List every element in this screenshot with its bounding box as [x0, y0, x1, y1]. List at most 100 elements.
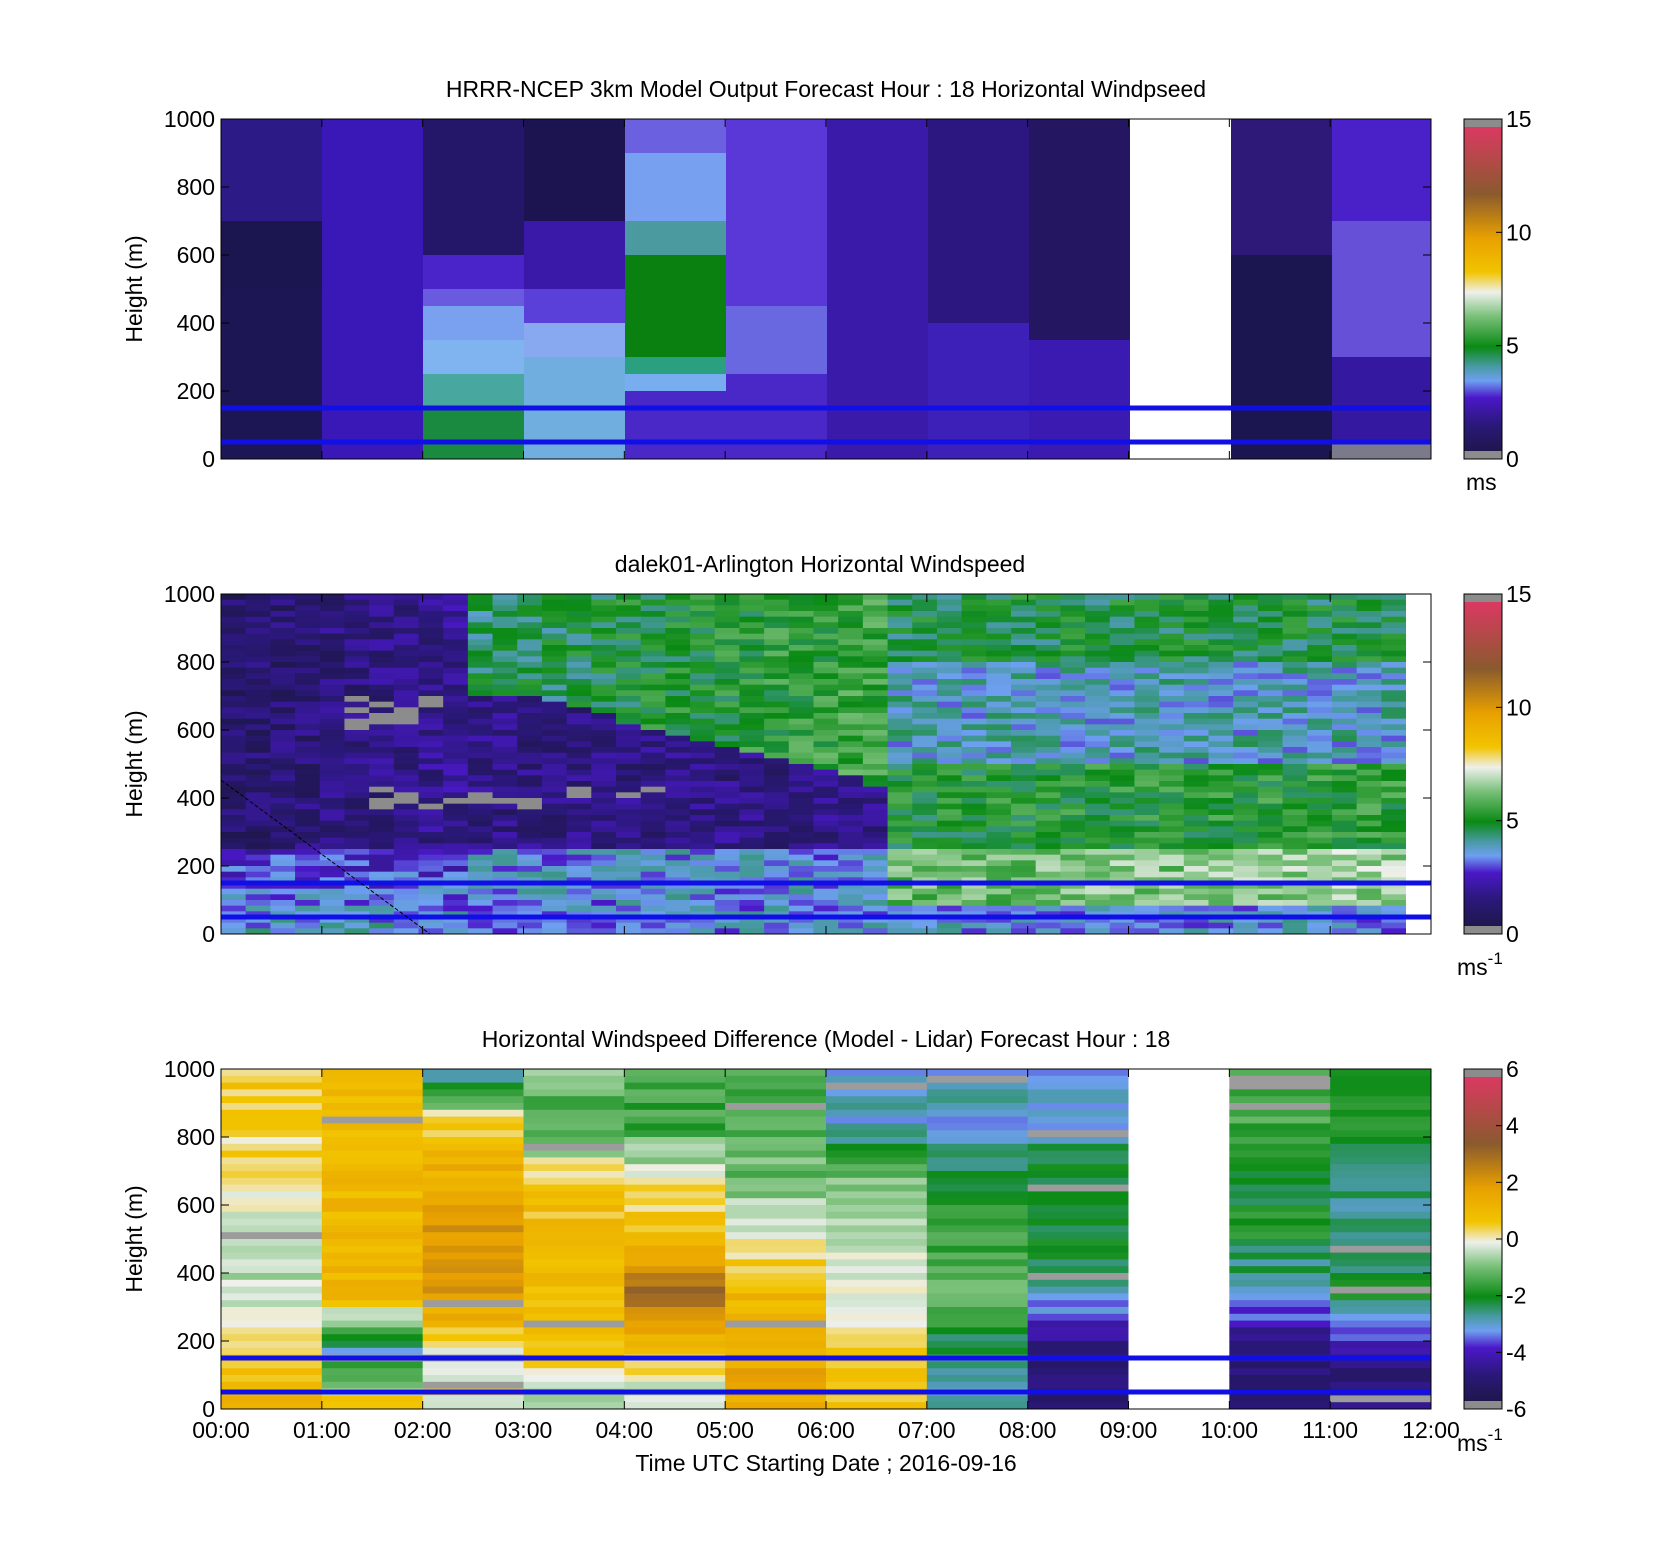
model-cell: [423, 119, 524, 255]
lidar-cell: [369, 701, 395, 708]
difference-cell: [321, 1266, 424, 1274]
lidar-cell: [912, 798, 938, 805]
lidar-cell: [813, 775, 839, 782]
lidar-cell: [1331, 866, 1358, 873]
lidar-cell: [813, 849, 839, 856]
difference-cell: [1330, 1218, 1431, 1226]
lidar-cell: [838, 594, 864, 601]
lidar-cell: [1331, 911, 1358, 918]
lidar-cell: [591, 775, 617, 782]
lidar-cell: [1085, 628, 1111, 635]
difference-cell: [221, 1096, 323, 1104]
lidar-cell: [1085, 713, 1111, 720]
lidar-cell: [690, 611, 716, 618]
difference-cell: [523, 1266, 625, 1274]
lidar-cell: [986, 764, 1012, 771]
lidar-cell: [1208, 752, 1234, 759]
lidar-cell: [443, 781, 469, 788]
lidar-cell: [665, 826, 691, 833]
difference-cell: [926, 1395, 1029, 1403]
lidar-cell: [1011, 605, 1037, 612]
lidar-cell: [862, 656, 889, 663]
lidar-cell: [221, 633, 247, 640]
lidar-cell: [1109, 900, 1136, 907]
lidar-cell: [887, 837, 913, 844]
lidar-cell: [714, 894, 741, 901]
difference-cell: [1229, 1273, 1331, 1281]
lidar-cell: [1134, 747, 1160, 754]
lidar-cell: [369, 673, 395, 680]
lidar-cell: [936, 741, 963, 748]
lidar-cell: [690, 707, 716, 714]
lidar-cell: [369, 792, 395, 799]
lidar-cell: [862, 605, 889, 612]
difference-cell: [826, 1150, 928, 1158]
lidar-cell: [319, 645, 346, 652]
lidar-cell: [245, 673, 271, 680]
lidar-cell: [295, 866, 321, 873]
lidar-cell: [1233, 849, 1259, 856]
lidar-cell: [566, 905, 592, 912]
model-cell: [423, 408, 524, 459]
lidar-cell: [1331, 718, 1358, 725]
lidar-cell: [1282, 690, 1308, 697]
lidar-cell: [1307, 645, 1333, 652]
model-cell: [625, 221, 726, 255]
lidar-cell: [1208, 764, 1234, 771]
difference-cell: [1229, 1164, 1331, 1172]
lidar-cell: [1356, 803, 1382, 810]
lidar-cell: [1381, 922, 1407, 929]
lidar-cell: [1331, 616, 1358, 623]
lidar-cell: [443, 883, 469, 890]
panel-model-colorbar-unit: ms: [1466, 469, 1497, 495]
lidar-cell: [1011, 781, 1037, 788]
lidar-cell: [1183, 888, 1210, 895]
lidar-cell: [616, 605, 642, 612]
difference-cell: [1229, 1177, 1331, 1186]
lidar-cell: [369, 741, 395, 748]
lidar-cell: [566, 718, 592, 725]
lidar-cell: [665, 758, 691, 765]
lidar-cell: [961, 866, 987, 873]
lidar-cell: [1233, 628, 1259, 635]
lidar-cell: [443, 605, 469, 612]
lidar-cell: [1035, 854, 1061, 861]
lidar-cell: [936, 883, 963, 890]
lidar-cell: [319, 622, 346, 629]
lidar-cell: [492, 911, 518, 918]
lidar-cell: [1307, 684, 1333, 691]
lidar-cell: [887, 803, 913, 810]
lidar-cell: [1233, 798, 1259, 805]
lidar-cell: [1356, 594, 1382, 601]
lidar-cell: [1011, 809, 1037, 816]
lidar-cell: [1282, 684, 1308, 691]
lidar-cell: [838, 786, 864, 793]
lidar-cell: [319, 900, 346, 907]
lidar-cell: [813, 905, 839, 912]
lidar-cell: [221, 696, 247, 703]
lidar-cell: [1035, 594, 1061, 601]
lidar-cell: [443, 696, 469, 703]
lidar-cell: [1282, 917, 1308, 924]
lidar-cell: [838, 854, 864, 861]
difference-cell: [523, 1232, 625, 1240]
lidar-cell: [541, 849, 568, 856]
lidar-cell: [986, 792, 1012, 799]
difference-cell: [1027, 1103, 1129, 1111]
lidar-cell: [690, 599, 716, 606]
lidar-cell: [393, 673, 420, 680]
lidar-cell: [1134, 871, 1160, 878]
lidar-cell: [1331, 701, 1358, 708]
lidar-cell: [517, 724, 543, 731]
lidar-cell: [986, 832, 1012, 839]
difference-cell: [422, 1130, 524, 1138]
lidar-cell: [1134, 724, 1160, 731]
lidar-cell: [1085, 803, 1111, 810]
lidar-cell: [1109, 764, 1136, 771]
lidar-cell: [566, 798, 592, 805]
lidar-cell: [714, 628, 741, 635]
lidar-cell: [443, 735, 469, 742]
lidar-cell: [295, 616, 321, 623]
difference-cell: [1330, 1286, 1431, 1294]
lidar-cell: [566, 628, 592, 635]
